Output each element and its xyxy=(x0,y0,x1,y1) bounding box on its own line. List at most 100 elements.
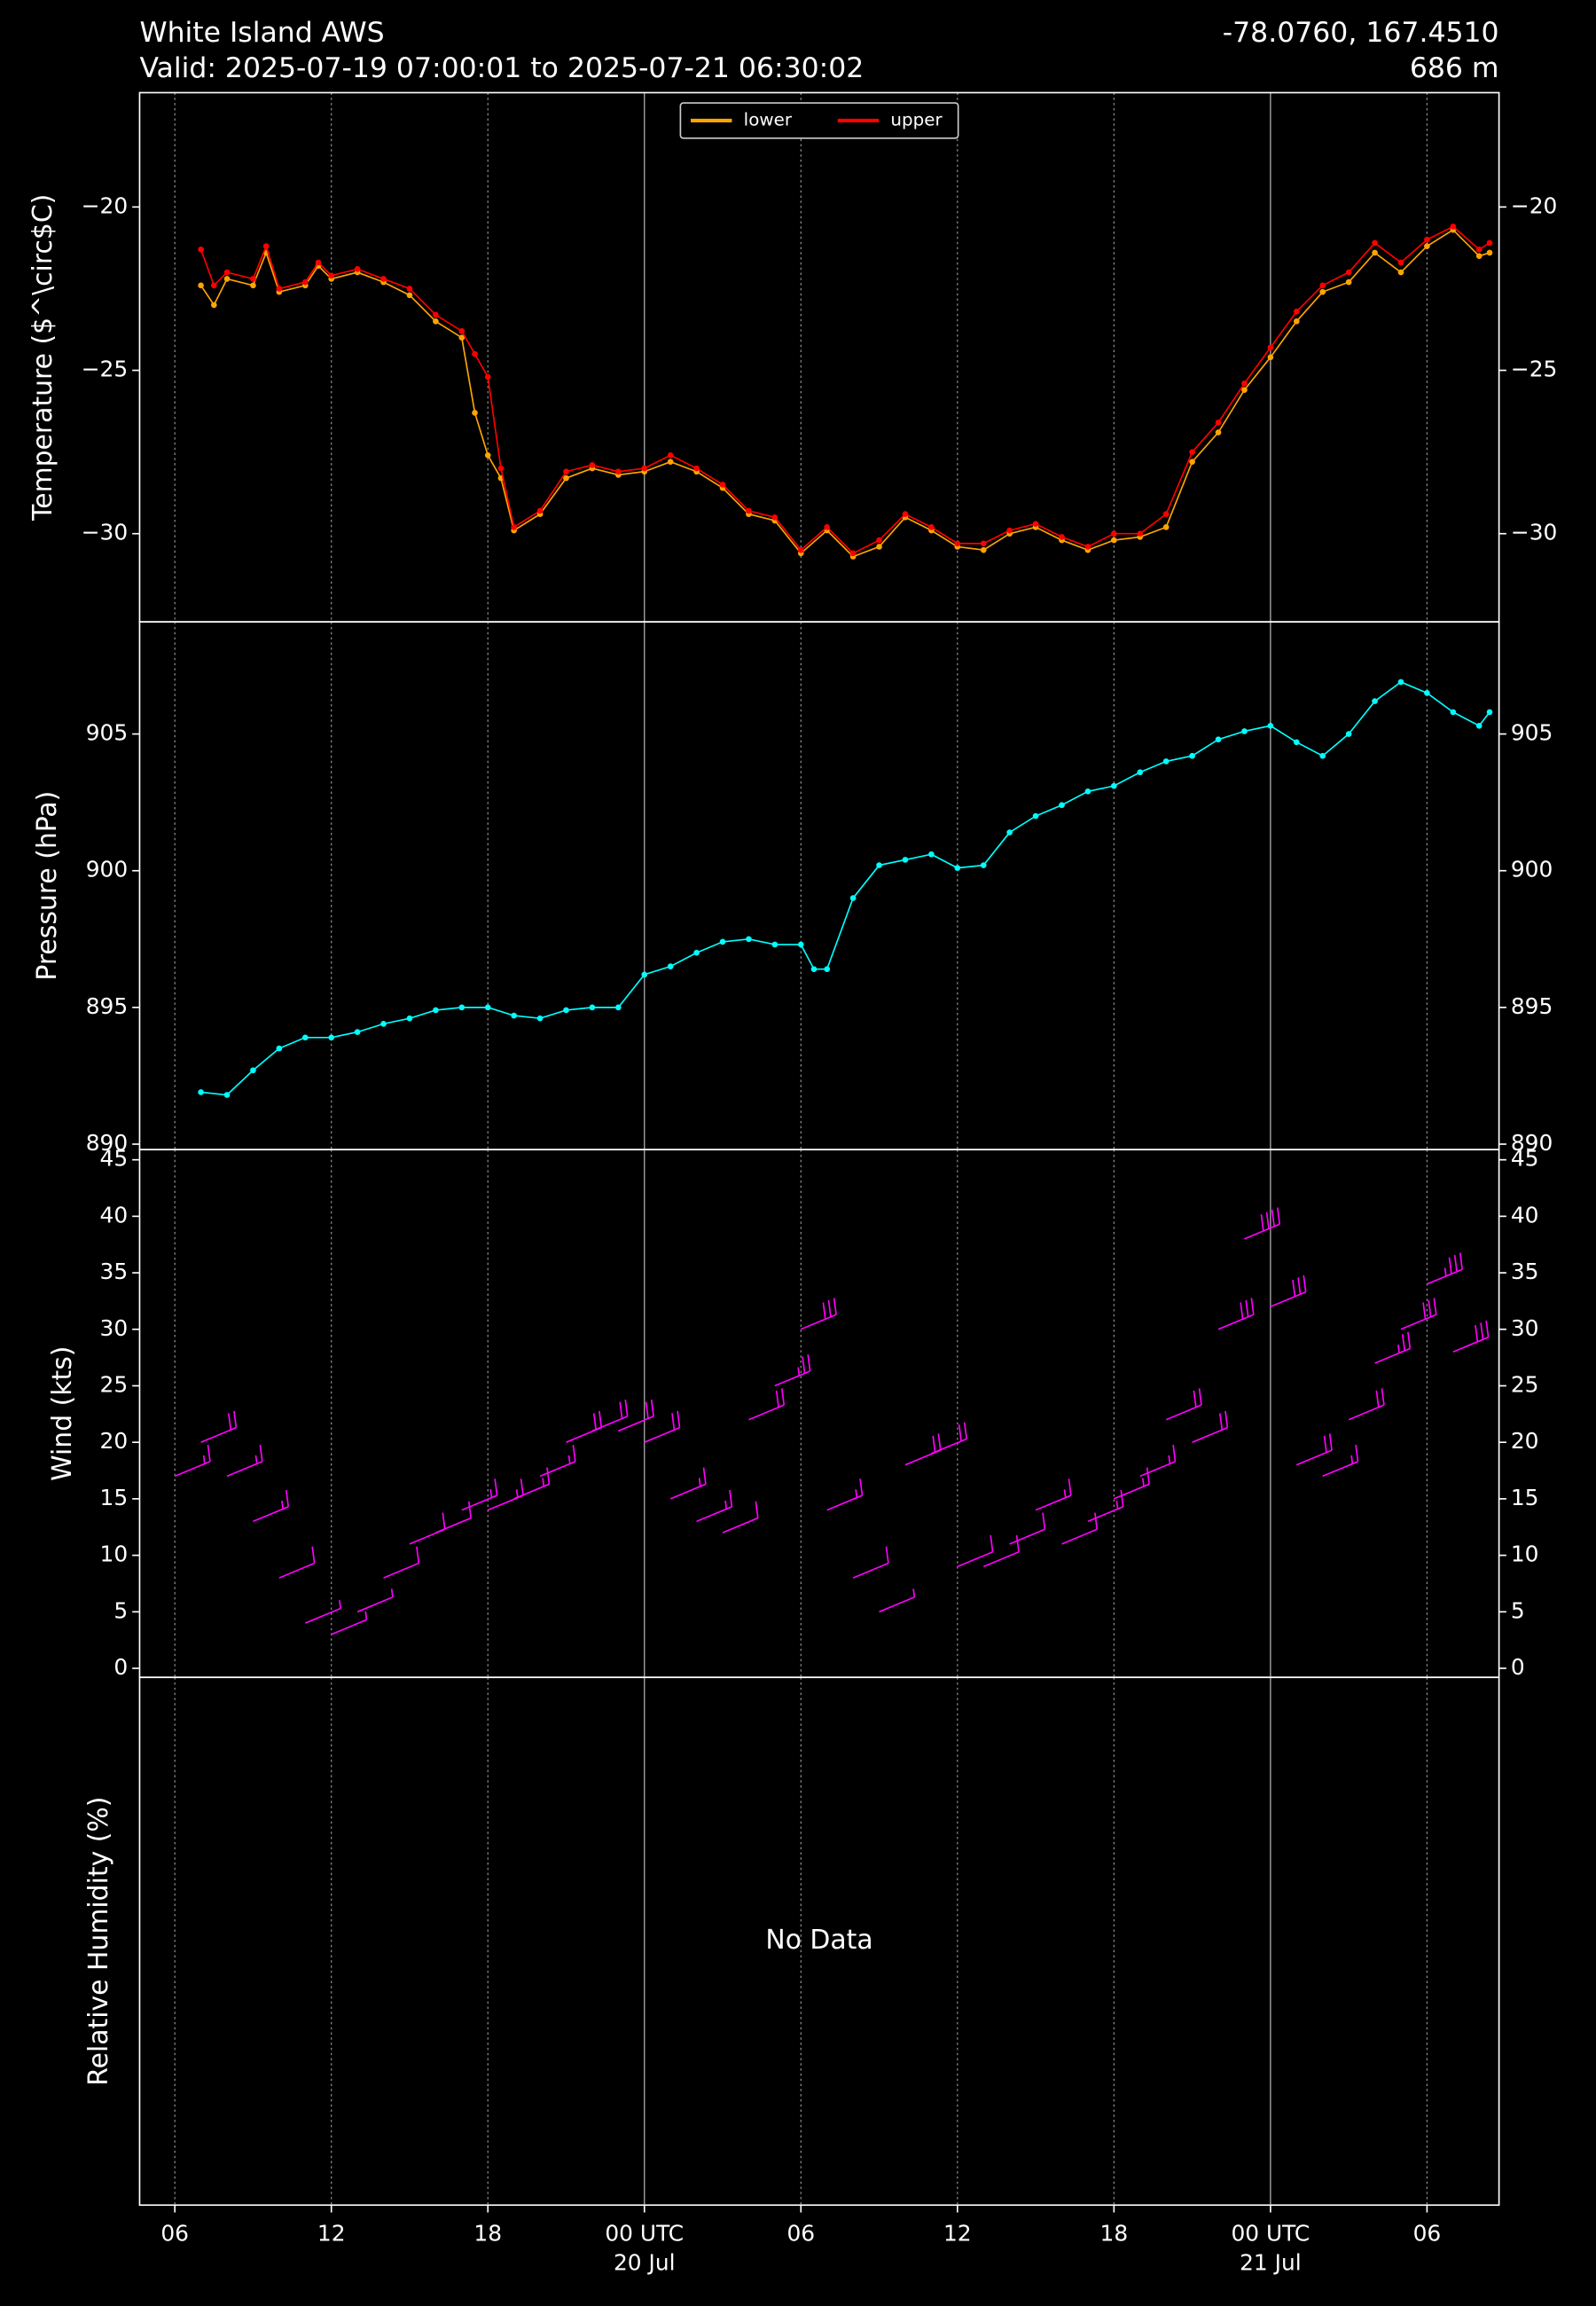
wind-barb xyxy=(513,1467,551,1500)
y-tick-label: 895 xyxy=(86,993,128,1019)
y-tick-label: 895 xyxy=(1511,993,1553,1019)
data-point xyxy=(1372,249,1378,256)
wind-barb xyxy=(957,1534,994,1568)
data-point xyxy=(810,966,818,973)
data-point xyxy=(1293,739,1300,746)
data-point xyxy=(1319,288,1326,295)
data-point xyxy=(641,971,648,978)
data-point xyxy=(536,1015,544,1022)
data-point xyxy=(1241,387,1248,393)
legend: lower upper xyxy=(679,102,959,139)
data-point xyxy=(589,462,596,468)
y-tick-label: 25 xyxy=(100,1371,129,1397)
x-tick-label: 06 xyxy=(786,2220,815,2246)
data-point xyxy=(1372,698,1378,704)
x-tick-label: 00 UTC xyxy=(605,2220,684,2246)
data-point xyxy=(928,524,935,530)
data-point xyxy=(223,1092,231,1098)
wind-barb xyxy=(1139,1444,1177,1478)
data-point xyxy=(876,544,882,550)
data-point xyxy=(902,511,909,517)
data-point xyxy=(1397,259,1404,266)
data-point xyxy=(301,1034,309,1041)
data-point xyxy=(433,311,439,318)
data-point xyxy=(719,482,726,488)
x-date-label: 21 Jul xyxy=(1240,2250,1302,2276)
data-point xyxy=(980,540,987,547)
data-point xyxy=(771,514,778,521)
data-point xyxy=(928,851,935,858)
wind-barb xyxy=(1009,1512,1046,1545)
wind-barb xyxy=(1061,1512,1099,1545)
data-point xyxy=(1424,690,1430,696)
wind-barb xyxy=(226,1444,263,1478)
data-point xyxy=(746,936,752,943)
data-point xyxy=(719,938,726,945)
data-point xyxy=(354,266,361,272)
y-tick-label: 890 xyxy=(1511,1130,1553,1156)
data-point xyxy=(380,276,387,282)
data-point xyxy=(563,468,569,475)
data-point xyxy=(954,865,961,871)
data-point xyxy=(484,452,491,459)
data-point xyxy=(198,1089,204,1095)
data-point xyxy=(667,963,674,969)
y-axis-label: Relative Humidity (%) xyxy=(83,1797,114,2086)
y-tick-label: 40 xyxy=(1511,1202,1539,1228)
wind-barb xyxy=(1322,1444,1359,1478)
data-point xyxy=(1006,829,1013,835)
data-point xyxy=(1137,530,1144,537)
series-line xyxy=(200,225,1490,554)
data-point xyxy=(1267,344,1274,351)
data-point xyxy=(1345,731,1352,737)
y-tick-label: 40 xyxy=(100,1202,129,1228)
x-date-label: 20 Jul xyxy=(614,2250,676,2276)
data-point xyxy=(693,949,700,956)
y-tick-label: −30 xyxy=(1511,520,1557,545)
data-point xyxy=(563,1007,569,1014)
wind-barb xyxy=(774,1354,811,1387)
data-point xyxy=(1032,812,1039,820)
wind-barb xyxy=(852,1546,889,1579)
y-tick-label: −20 xyxy=(82,192,128,218)
y-tick-label: −25 xyxy=(1511,357,1557,382)
y-axis-label: Wind (kts) xyxy=(47,1346,78,1481)
data-point xyxy=(980,862,987,868)
data-point xyxy=(1084,788,1091,795)
data-point xyxy=(1486,709,1493,716)
data-point xyxy=(497,465,505,472)
data-point xyxy=(328,1034,335,1041)
wind-barb xyxy=(1114,1467,1150,1500)
y-tick-label: 900 xyxy=(86,857,128,882)
wind-barb xyxy=(1244,1207,1281,1240)
wind-barb xyxy=(722,1501,759,1533)
legend-box xyxy=(679,102,959,139)
data-point xyxy=(876,537,882,544)
x-tick-label: 18 xyxy=(1100,2220,1129,2246)
data-point xyxy=(1162,524,1170,530)
data-point xyxy=(589,1004,596,1011)
data-point xyxy=(458,328,466,334)
y-axis-label: Temperature ($^\circ$C) xyxy=(27,194,59,522)
data-point xyxy=(536,507,544,514)
data-point xyxy=(693,465,700,472)
y-tick-label: 905 xyxy=(1511,720,1553,746)
wind-barb xyxy=(1035,1479,1072,1511)
data-point xyxy=(276,1045,283,1052)
data-point xyxy=(563,475,569,482)
data-point xyxy=(276,286,283,292)
data-point xyxy=(1241,380,1248,387)
y-tick-label: 45 xyxy=(100,1146,129,1172)
data-point xyxy=(433,318,439,325)
y-tick-label: 0 xyxy=(113,1654,128,1680)
y-tick-label: 10 xyxy=(1511,1541,1539,1567)
data-point xyxy=(1162,758,1170,765)
wind-barb xyxy=(304,1600,341,1624)
data-point xyxy=(667,452,674,459)
data-point xyxy=(301,278,309,286)
data-point xyxy=(980,546,987,553)
data-point xyxy=(1032,521,1039,527)
y-tick-label: 35 xyxy=(100,1259,129,1284)
wind-barb xyxy=(931,1422,967,1455)
data-point xyxy=(746,507,752,514)
